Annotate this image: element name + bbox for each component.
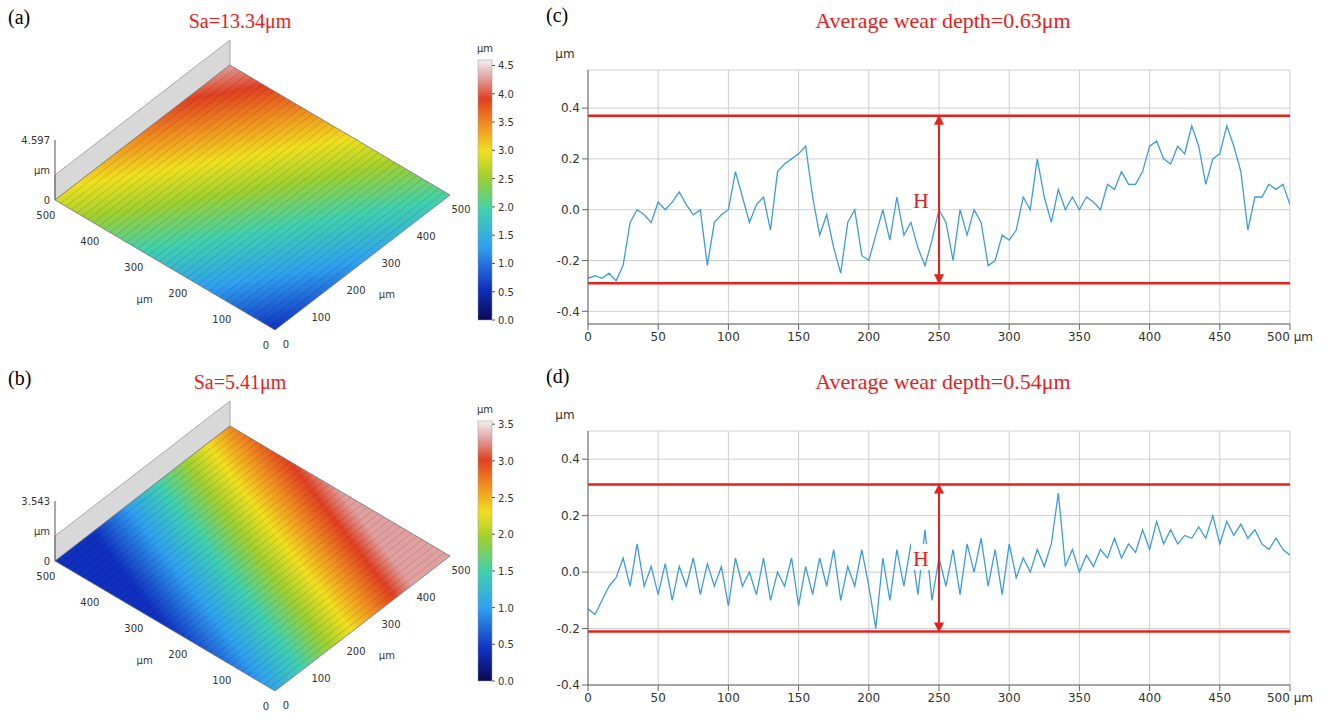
svg-text:H: H	[913, 188, 929, 213]
svg-text:100: 100	[212, 675, 231, 686]
svg-text:μm: μm	[477, 43, 493, 54]
svg-text:μm: μm	[555, 408, 574, 422]
svg-text:200: 200	[346, 285, 365, 296]
svg-text:0: 0	[44, 556, 50, 567]
svg-text:H: H	[913, 546, 929, 571]
svg-text:1.5: 1.5	[498, 230, 514, 241]
svg-text:μm: μm	[379, 650, 395, 661]
svg-text:200: 200	[857, 691, 880, 705]
html-text:(c): (c)	[546, 4, 569, 26]
svg-text:100: 100	[311, 312, 330, 323]
svg-text:0.5: 0.5	[498, 639, 514, 650]
svg-text:400: 400	[416, 592, 435, 603]
svg-text:500 μm: 500 μm	[1267, 330, 1313, 344]
svg-text:4.5: 4.5	[498, 60, 514, 71]
svg-text:μm: μm	[477, 404, 493, 415]
svg-text:200: 200	[857, 330, 880, 344]
svg-text:μm: μm	[34, 526, 50, 537]
svg-text:0: 0	[584, 691, 592, 705]
svg-text:0: 0	[263, 340, 269, 351]
svg-text:-0.2: -0.2	[557, 254, 580, 268]
svg-text:0: 0	[44, 195, 50, 206]
svg-text:300: 300	[381, 258, 400, 269]
svg-text:3.5: 3.5	[498, 419, 514, 430]
svg-text:2.0: 2.0	[498, 202, 514, 213]
svg-text:400: 400	[1138, 691, 1161, 705]
svg-text:500: 500	[36, 571, 55, 582]
svg-text:400: 400	[80, 597, 99, 608]
svg-text:0.5: 0.5	[498, 287, 514, 298]
svg-text:300: 300	[124, 262, 143, 273]
svg-text:(a): (a)	[8, 6, 30, 29]
svg-text:μm: μm	[137, 294, 153, 305]
svg-text:2.5: 2.5	[498, 493, 514, 504]
svg-text:0.2: 0.2	[561, 152, 580, 166]
svg-text:50: 50	[651, 691, 666, 705]
svg-text:-0.2: -0.2	[557, 622, 580, 636]
svg-text:0.0: 0.0	[498, 315, 514, 326]
svg-text:150: 150	[787, 330, 810, 344]
svg-text:2.5: 2.5	[498, 174, 514, 185]
svg-text:200: 200	[168, 288, 187, 299]
svg-text:250: 250	[928, 330, 951, 344]
svg-text:-0.4: -0.4	[557, 305, 580, 319]
svg-text:0.2: 0.2	[561, 509, 580, 523]
svg-text:μm: μm	[379, 289, 395, 300]
html-text:Average wear depth=0.63μm: Average wear depth=0.63μm	[815, 8, 1071, 33]
svg-text:200: 200	[346, 646, 365, 657]
svg-text:500 μm: 500 μm	[1267, 691, 1313, 705]
svg-text:250: 250	[928, 691, 951, 705]
svg-text:1.0: 1.0	[498, 603, 514, 614]
svg-text:μm: μm	[137, 655, 153, 666]
svg-text:100: 100	[717, 691, 740, 705]
svg-text:3.5: 3.5	[498, 117, 514, 128]
svg-text:0.4: 0.4	[561, 101, 580, 115]
html-text:(d): (d)	[546, 365, 570, 387]
svg-text:3.0: 3.0	[498, 456, 514, 467]
svg-text:500: 500	[451, 204, 470, 215]
svg-text:0.0: 0.0	[561, 565, 580, 579]
svg-text:0: 0	[263, 701, 269, 712]
svg-text:300: 300	[998, 330, 1021, 344]
svg-text:500: 500	[36, 210, 55, 221]
svg-text:μm: μm	[34, 165, 50, 176]
svg-text:100: 100	[212, 314, 231, 325]
svg-text:400: 400	[416, 231, 435, 242]
svg-text:500: 500	[451, 565, 470, 576]
svg-text:50: 50	[651, 330, 666, 344]
svg-text:0: 0	[584, 330, 592, 344]
svg-text:μm: μm	[555, 47, 574, 61]
svg-text:300: 300	[124, 623, 143, 634]
svg-text:2.0: 2.0	[498, 529, 514, 540]
svg-text:0: 0	[283, 339, 289, 350]
svg-text:3.543: 3.543	[21, 496, 50, 507]
svg-text:100: 100	[311, 673, 330, 684]
svg-text:350: 350	[1068, 691, 1091, 705]
svg-text:(b): (b)	[8, 367, 31, 390]
svg-text:1.0: 1.0	[498, 258, 514, 269]
svg-text:300: 300	[998, 691, 1021, 705]
svg-text:1.5: 1.5	[498, 566, 514, 577]
svg-text:Sa=13.34μm: Sa=13.34μm	[189, 10, 292, 33]
html-text:Average wear depth=0.54μm: Average wear depth=0.54μm	[815, 369, 1071, 394]
svg-text:0.0: 0.0	[561, 203, 580, 217]
svg-text:150: 150	[787, 691, 810, 705]
svg-text:400: 400	[80, 236, 99, 247]
svg-text:300: 300	[381, 619, 400, 630]
svg-text:4.597: 4.597	[21, 135, 50, 146]
svg-text:350: 350	[1068, 330, 1091, 344]
svg-text:4.0: 4.0	[498, 89, 514, 100]
svg-text:Sa=5.41μm: Sa=5.41μm	[194, 371, 287, 394]
svg-text:200: 200	[168, 649, 187, 660]
svg-text:450: 450	[1208, 330, 1231, 344]
svg-text:3.0: 3.0	[498, 145, 514, 156]
svg-text:450: 450	[1208, 691, 1231, 705]
svg-text:0.4: 0.4	[561, 452, 580, 466]
svg-text:100: 100	[717, 330, 740, 344]
svg-text:0: 0	[283, 700, 289, 711]
svg-text:0.0: 0.0	[498, 676, 514, 687]
svg-text:-0.4: -0.4	[557, 678, 580, 692]
svg-text:400: 400	[1138, 330, 1161, 344]
